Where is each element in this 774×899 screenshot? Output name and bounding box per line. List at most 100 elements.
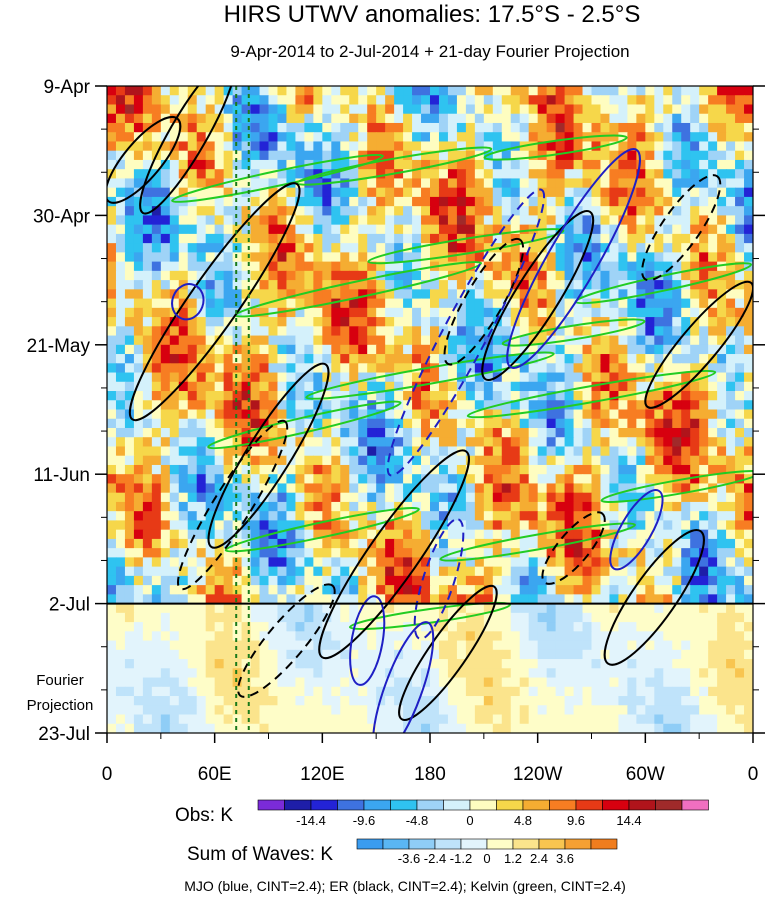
heatmap-cell bbox=[187, 612, 198, 623]
heatmap-cell bbox=[304, 206, 314, 216]
heatmap-cell bbox=[214, 280, 225, 290]
heatmap-cell bbox=[465, 585, 476, 595]
heatmap-cell bbox=[268, 723, 279, 733]
heatmap-cell bbox=[744, 326, 753, 337]
heatmap-cell bbox=[564, 696, 575, 706]
heatmap-cell bbox=[744, 714, 753, 725]
heatmap-cell bbox=[142, 603, 153, 614]
heatmap-cell bbox=[447, 566, 458, 577]
heatmap-cell bbox=[331, 104, 341, 115]
heatmap-cell bbox=[322, 575, 332, 586]
heatmap-cell bbox=[277, 317, 288, 327]
heatmap-cell bbox=[708, 409, 718, 420]
heatmap-cell bbox=[187, 455, 198, 466]
heatmap-cell bbox=[573, 159, 584, 170]
heatmap-cell bbox=[501, 649, 512, 660]
heatmap-cell bbox=[133, 511, 144, 522]
heatmap-cell bbox=[412, 649, 422, 660]
heatmap-cell bbox=[421, 298, 431, 309]
heatmap-cell bbox=[690, 575, 700, 586]
heatmap-cell bbox=[187, 86, 198, 96]
heatmap-cell bbox=[205, 677, 216, 688]
heatmap-cell bbox=[663, 363, 673, 374]
heatmap-cell bbox=[223, 243, 234, 253]
heatmap-cell bbox=[438, 141, 449, 152]
heatmap-cell bbox=[744, 169, 753, 180]
heatmap-cell bbox=[394, 538, 404, 549]
heatmap-cell bbox=[636, 538, 646, 549]
heatmap-cell bbox=[250, 363, 261, 374]
heatmap-cell bbox=[636, 391, 646, 401]
heatmap-cell bbox=[403, 483, 413, 494]
heatmap-cell bbox=[555, 280, 566, 290]
heatmap-cell bbox=[537, 418, 548, 429]
heatmap-cell bbox=[726, 612, 736, 623]
heatmap-cell bbox=[214, 344, 225, 355]
heatmap-cell bbox=[286, 233, 297, 244]
heatmap-cell bbox=[618, 215, 628, 226]
heatmap-cell bbox=[250, 132, 261, 143]
heatmap-cell bbox=[465, 511, 476, 522]
heatmap-cell bbox=[681, 159, 691, 170]
heatmap-cell bbox=[250, 187, 261, 198]
heatmap-cell bbox=[223, 603, 234, 614]
heatmap-cell bbox=[546, 603, 557, 614]
heatmap-cell bbox=[196, 335, 207, 346]
heatmap-cell bbox=[205, 298, 216, 309]
heatmap-cell bbox=[268, 122, 279, 133]
heatmap-cell bbox=[277, 696, 288, 706]
heatmap-cell bbox=[241, 335, 252, 346]
heatmap-cell bbox=[124, 252, 135, 263]
heatmap-cell bbox=[322, 603, 332, 614]
heatmap-cell bbox=[286, 557, 297, 568]
heatmap-cell bbox=[331, 686, 341, 697]
heatmap-cell bbox=[627, 686, 637, 697]
heatmap-cell bbox=[358, 233, 368, 244]
heatmap-cell bbox=[474, 612, 485, 623]
heatmap-cell bbox=[250, 372, 261, 383]
heatmap-cell bbox=[322, 95, 332, 106]
heatmap-cell bbox=[277, 714, 288, 725]
heatmap-cell bbox=[654, 150, 664, 161]
heatmap-cell bbox=[142, 141, 153, 152]
heatmap-cell bbox=[295, 603, 305, 614]
heatmap-cell bbox=[582, 474, 593, 485]
heatmap-cell bbox=[385, 437, 395, 448]
heatmap-cell bbox=[483, 317, 494, 327]
heatmap-cell bbox=[403, 474, 413, 485]
heatmap-cell bbox=[672, 446, 682, 457]
heatmap-cell bbox=[573, 270, 584, 281]
heatmap-cell bbox=[537, 178, 548, 189]
heatmap-cell bbox=[214, 113, 225, 124]
heatmap-cell bbox=[403, 178, 413, 189]
heatmap-cell bbox=[160, 95, 171, 106]
heatmap-cell bbox=[340, 261, 350, 272]
heatmap-cell bbox=[412, 289, 422, 300]
heatmap-cell bbox=[376, 575, 386, 586]
heatmap-cell bbox=[313, 437, 323, 448]
heatmap-cell bbox=[358, 243, 368, 253]
heatmap-cell bbox=[735, 224, 745, 235]
heatmap-cell bbox=[394, 437, 404, 448]
heatmap-cell bbox=[618, 686, 628, 697]
heatmap-cell bbox=[699, 418, 709, 429]
heatmap-cell bbox=[214, 548, 225, 558]
heatmap-cell bbox=[196, 649, 207, 660]
heatmap-cell bbox=[124, 548, 135, 558]
heatmap-cell bbox=[277, 659, 288, 669]
heatmap-cell bbox=[241, 492, 252, 503]
heatmap-cell bbox=[510, 169, 521, 180]
heatmap-cell bbox=[259, 381, 270, 392]
heatmap-cell bbox=[681, 714, 691, 725]
heatmap-cell bbox=[600, 270, 611, 281]
heatmap-cell bbox=[107, 95, 117, 106]
heatmap-cell bbox=[690, 159, 700, 170]
heatmap-cell bbox=[115, 529, 126, 540]
heatmap-cell bbox=[591, 243, 602, 253]
heatmap-cell bbox=[376, 437, 386, 448]
heatmap-cell bbox=[555, 363, 566, 374]
heatmap-cell bbox=[169, 104, 180, 115]
heatmap-cell bbox=[690, 511, 700, 522]
heatmap-cell bbox=[627, 270, 637, 281]
heatmap-cell bbox=[196, 86, 207, 96]
